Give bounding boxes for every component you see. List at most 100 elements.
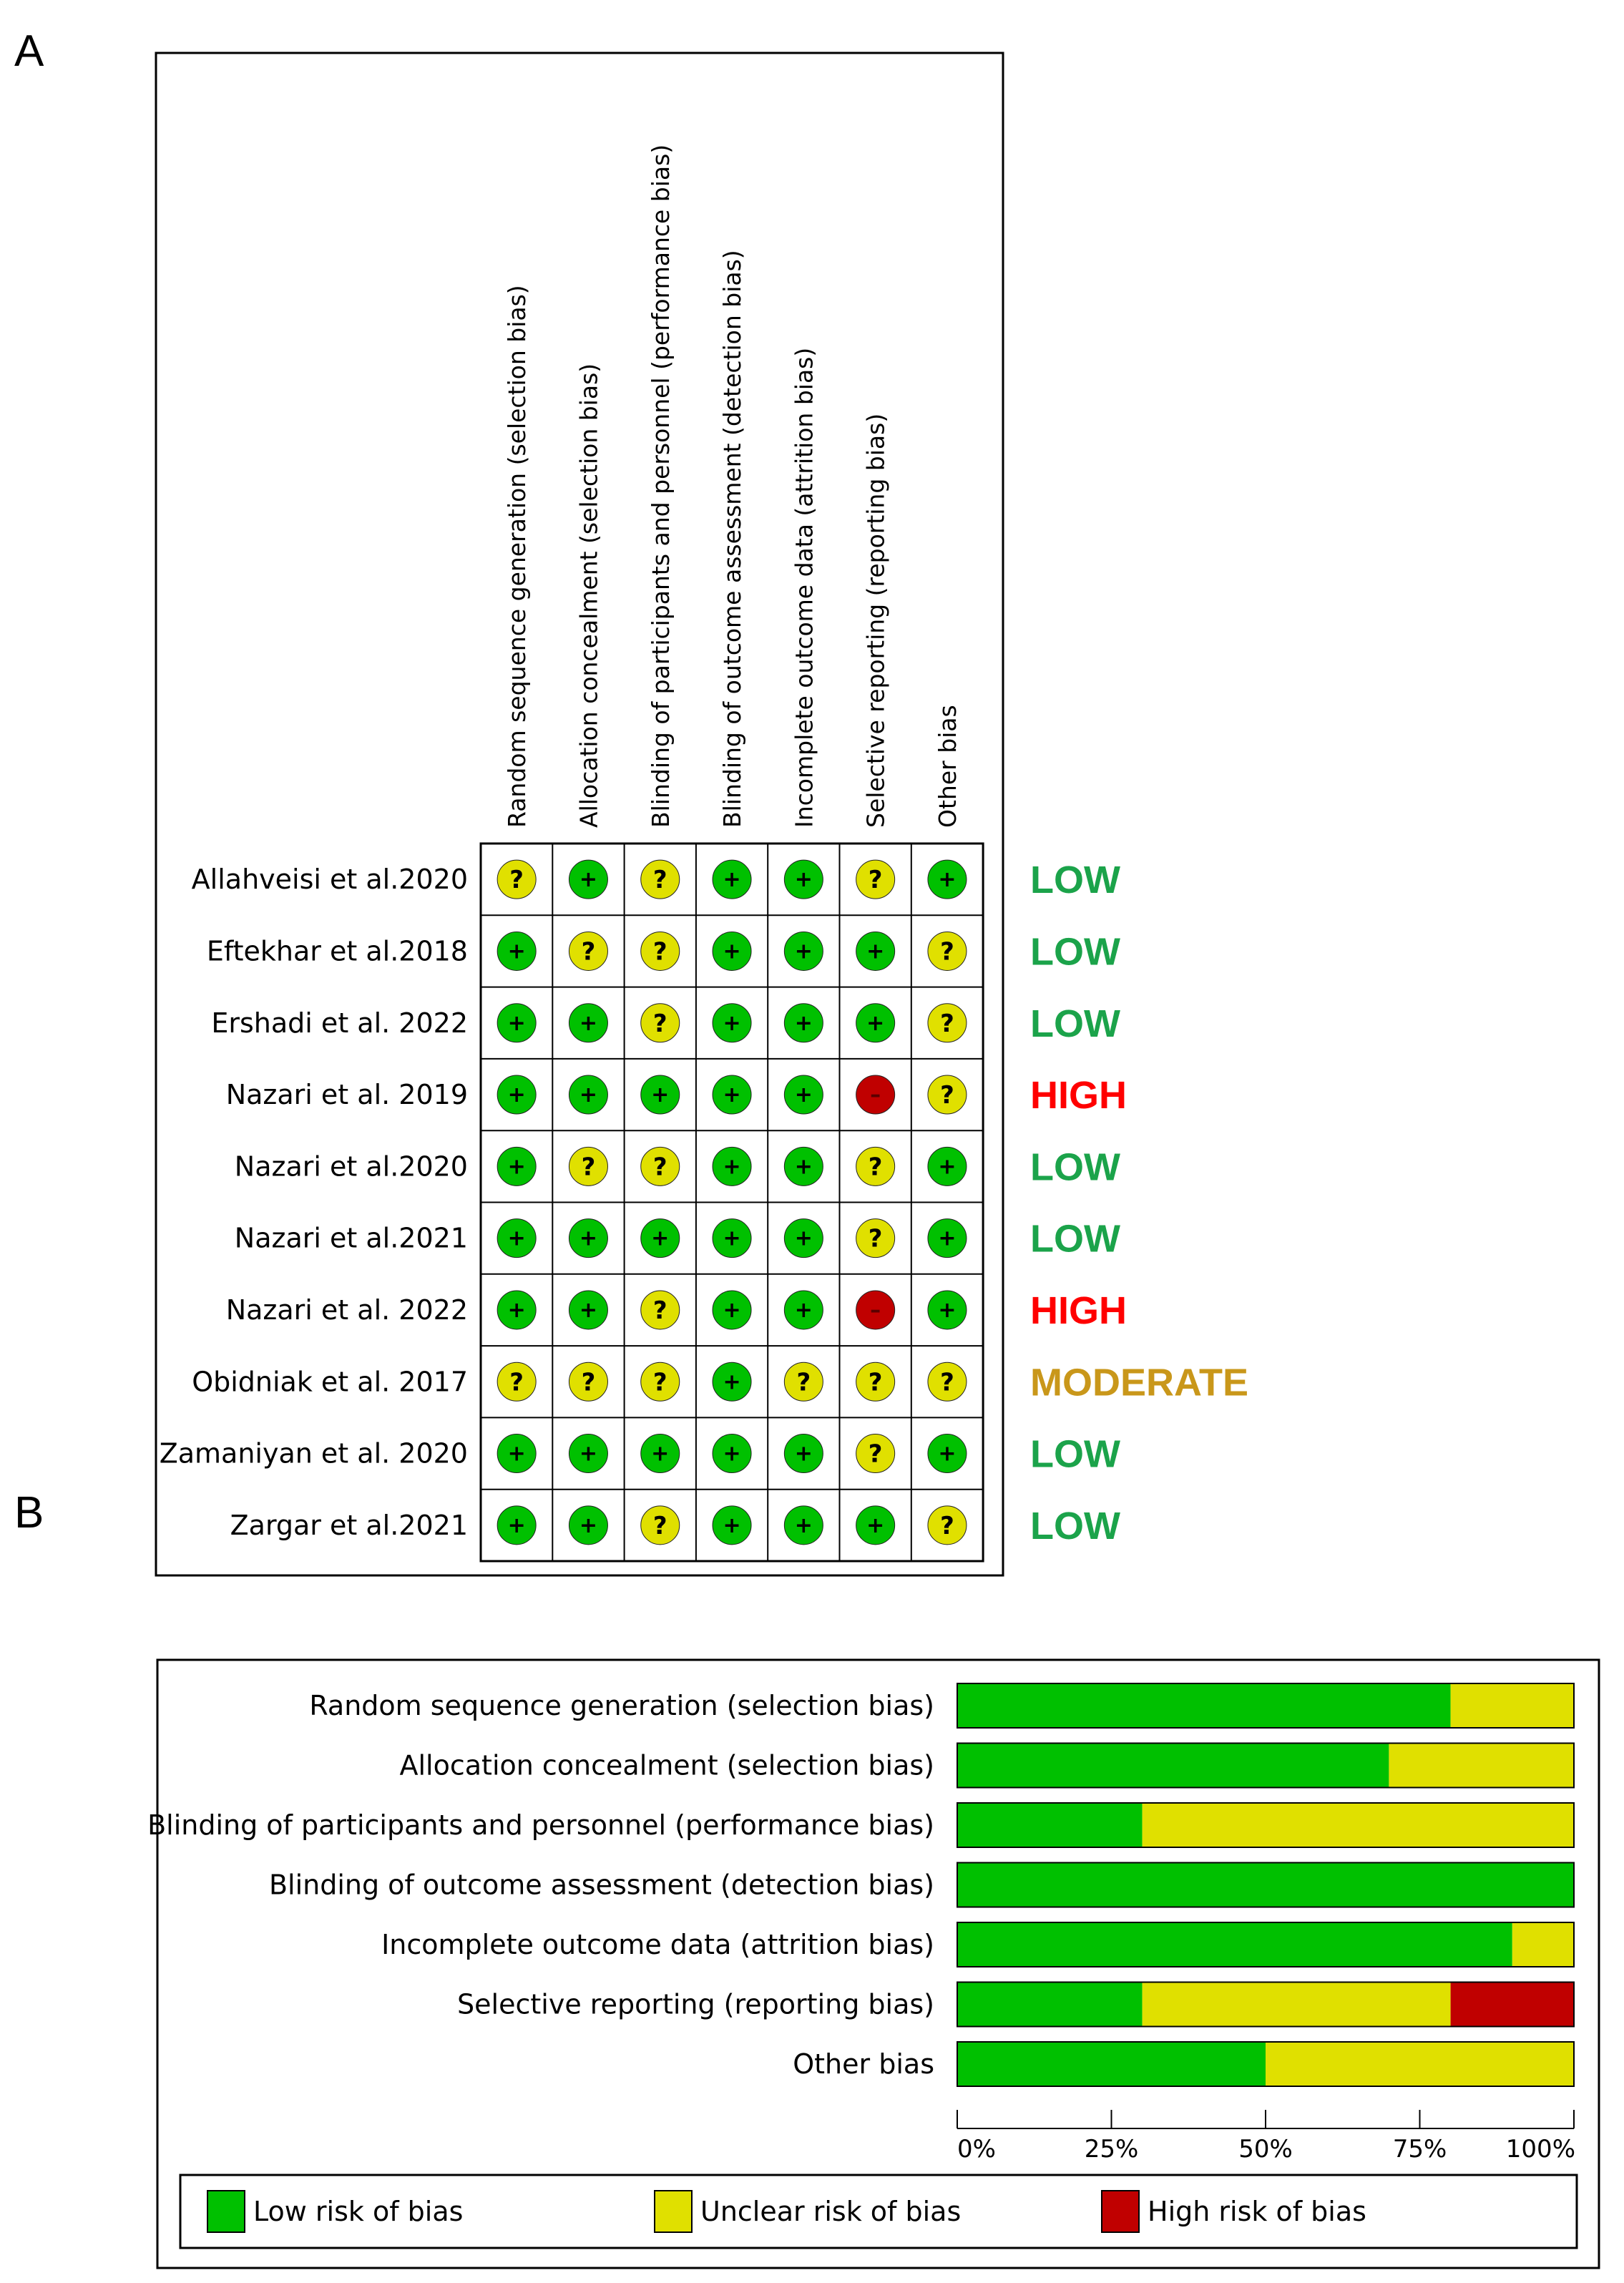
judgement-symbol: + — [579, 1442, 597, 1467]
judgement-symbol: + — [723, 1442, 740, 1467]
judgement-dot — [927, 1290, 967, 1330]
judgement-low-circle: + — [568, 859, 608, 899]
judgement-symbol: ? — [653, 1512, 667, 1540]
overall-rating-low: LOW — [1030, 859, 1120, 901]
judgement-symbol: + — [795, 1513, 813, 1538]
judgement-unclear-circle: ? — [568, 1362, 608, 1402]
judgement-symbol: + — [866, 939, 884, 964]
judgement-dot — [856, 1146, 896, 1186]
judgement-unclear-circle: ? — [640, 1146, 680, 1186]
bar-outline — [957, 1742, 1575, 1789]
judgement-unclear-circle: ? — [927, 931, 967, 971]
judgement-dot — [712, 1075, 752, 1115]
bar-segment-low-risk-of-bias — [957, 1862, 1574, 1907]
judgement-symbol: + — [795, 1442, 813, 1467]
column-header-allocation-concealment-selection-bias: Allocation concealment (selection bias) — [574, 363, 602, 828]
judgement-dot — [712, 1146, 752, 1186]
judgement-low-circle: + — [568, 1505, 608, 1545]
judgement-dot — [568, 931, 608, 971]
judgement-dot — [856, 1290, 896, 1330]
summary-study-labels: Allahveisi et al.2020 Eftekhar et al.2018… — [160, 864, 468, 1541]
judgement-dot — [783, 1434, 823, 1474]
judgement-symbol: + — [723, 1011, 740, 1036]
legend-swatch-unclear-risk-of-bias — [654, 2190, 693, 2233]
judgement-dot — [927, 1505, 967, 1545]
judgement-dot — [497, 1362, 537, 1402]
bar-category-label: Blinding of participants and personnel (… — [147, 1809, 934, 1841]
study-label: Nazari et al.2020 — [235, 1150, 468, 1182]
judgement-symbol: + — [508, 1442, 526, 1467]
column-header-blinding-of-participants-and-personnel-performance-bias: Blinding of participants and personnel (… — [647, 145, 675, 828]
judgement-low-circle: + — [856, 931, 896, 971]
judgement-dot — [497, 1505, 537, 1545]
judgement-symbol: + — [651, 1226, 669, 1251]
overall-rating-low: LOW — [1030, 1002, 1120, 1045]
summary-grid: ? +? + +? + +?? + + + ? + +? + + + ? + + + + + – ? +?? + +? + + + + + +… — [479, 842, 984, 1563]
bar-segment-low-risk-of-bias — [957, 1982, 1143, 2027]
judgement-symbol: + — [795, 1226, 813, 1251]
bar-segment-unclear-risk-of-bias — [1142, 1982, 1451, 2027]
judgement-unclear-circle: ? — [640, 931, 680, 971]
bar-segment-unclear-risk-of-bias — [1266, 2042, 1574, 2086]
graph-bars: Random sequence generation (selection bi… — [147, 1683, 1575, 2087]
overall-rating-moderate: MODERATE — [1030, 1361, 1248, 1404]
judgement-symbol: + — [795, 939, 813, 964]
study-label: Zargar et al.2021 — [230, 1510, 468, 1541]
judgement-dot — [927, 931, 967, 971]
panel-label-a: A — [14, 26, 44, 76]
judgement-symbol: + — [938, 1154, 956, 1179]
judgement-low-circle: + — [497, 1434, 537, 1474]
judgement-dot — [497, 1146, 537, 1186]
judgement-dot — [640, 1434, 680, 1474]
legend-swatch-low-risk-of-bias — [207, 2190, 245, 2233]
judgement-low-circle: + — [712, 1003, 752, 1043]
judgement-symbol: + — [579, 867, 597, 892]
judgement-dot — [783, 859, 823, 899]
study-label: Nazari et al. 2022 — [226, 1294, 468, 1326]
judgement-symbol: + — [938, 1226, 956, 1251]
column-header-blinding-of-outcome-assessment-detection-bias: Blinding of outcome assessment (detectio… — [718, 250, 746, 828]
legend-label-high-risk-of-bias: High risk of bias — [1148, 2196, 1366, 2227]
judgement-unclear-circle: ? — [568, 1146, 608, 1186]
judgement-symbol: + — [651, 1082, 669, 1108]
legend-label-low-risk-of-bias: Low risk of bias — [253, 2196, 463, 2227]
judgement-dot — [497, 1075, 537, 1115]
judgement-dot — [927, 1075, 967, 1115]
judgement-unclear-circle: ? — [856, 859, 896, 899]
judgement-unclear-circle: ? — [568, 931, 608, 971]
judgement-low-circle: + — [712, 1146, 752, 1186]
column-header-selective-reporting-reporting-bias: Selective reporting (reporting bias) — [862, 414, 890, 828]
study-label: Eftekhar et al.2018 — [207, 935, 468, 967]
judgement-dot — [927, 1218, 967, 1258]
judgement-unclear-circle: ? — [640, 1003, 680, 1043]
study-label: Nazari et al.2021 — [235, 1223, 468, 1254]
summary-column-headers: Random sequence generation (selection bi… — [503, 145, 962, 828]
bar-segment-low-risk-of-bias — [957, 1743, 1389, 1788]
judgement-dot — [856, 859, 896, 899]
judgement-unclear-circle: ? — [497, 1362, 537, 1402]
legend-swatch-high-risk-of-bias — [1101, 2190, 1140, 2233]
judgement-low-circle: + — [783, 1290, 823, 1330]
judgement-low-circle: + — [927, 1290, 967, 1330]
judgement-dot — [712, 1290, 752, 1330]
judgement-dot — [640, 1218, 680, 1258]
bar-segment-low-risk-of-bias — [957, 2042, 1266, 2086]
judgement-dot — [497, 1218, 537, 1258]
study-label: Allahveisi et al.2020 — [192, 864, 468, 895]
judgement-low-circle: + — [712, 1218, 752, 1258]
bar-segment-low-risk-of-bias — [957, 1922, 1512, 1967]
judgement-symbol: + — [579, 1298, 597, 1323]
judgement-dot — [856, 1003, 896, 1043]
judgement-dot — [783, 1003, 823, 1043]
judgement-symbol: + — [795, 1011, 813, 1036]
judgement-low-circle: + — [568, 1434, 608, 1474]
judgement-symbol: + — [508, 1298, 526, 1323]
judgement-low-circle: + — [783, 1218, 823, 1258]
judgement-low-circle: + — [783, 1146, 823, 1186]
summary-panel-frame — [155, 52, 1004, 1577]
judgement-symbol: + — [795, 867, 813, 892]
judgement-low-circle: + — [927, 1218, 967, 1258]
judgement-dot — [497, 931, 537, 971]
column-header-other-bias: Other bias — [934, 705, 962, 828]
judgement-symbol: ? — [582, 1368, 596, 1397]
